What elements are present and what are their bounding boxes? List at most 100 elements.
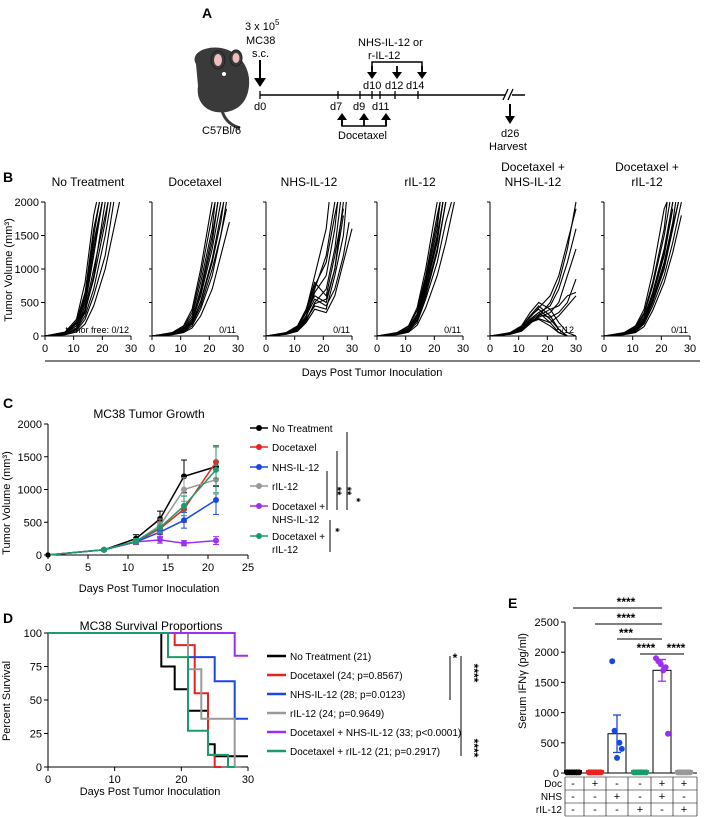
ifn-treatment-cell: + bbox=[592, 778, 598, 790]
tumor-curve bbox=[265, 201, 336, 337]
ifn-data-point bbox=[662, 664, 669, 671]
growth-legend-swatch-dot bbox=[256, 533, 262, 539]
timeline-ticks bbox=[259, 91, 419, 99]
tumor-curve bbox=[265, 201, 330, 337]
tumor-curve bbox=[265, 215, 344, 337]
spaghetti-y-tick-label: 0 bbox=[33, 331, 39, 343]
survival-curve-2 bbox=[48, 632, 222, 768]
growth-legend-label: rIL-12 bbox=[272, 545, 299, 556]
spaghetti-x-tick-label: 20 bbox=[655, 343, 667, 355]
growth-series-4 bbox=[45, 464, 219, 558]
growth-legend-swatch-dot bbox=[256, 425, 262, 431]
treatment-label-line2: r-IL-12 bbox=[368, 50, 400, 62]
spaghetti-title-line1: Docetaxel + bbox=[501, 160, 565, 174]
spaghetti-title-line2: NHS-IL-12 bbox=[505, 175, 562, 189]
spaghetti-y-tick-label: 2000 bbox=[15, 197, 39, 209]
spaghetti-panel-3: NHS-IL-12 0 10 20 30 0/11 bbox=[263, 175, 358, 355]
ifn-treatment-row-label: NHS bbox=[541, 792, 562, 803]
survival-legend-label: rIL-12 (24; p=0.9649) bbox=[290, 709, 384, 720]
spaghetti-x-tick-label: 30 bbox=[346, 343, 358, 355]
tumor-curve bbox=[44, 201, 121, 337]
growth-series-2 bbox=[45, 445, 219, 558]
tumor-curve bbox=[44, 201, 101, 337]
spaghetti-x-tick-label: 20 bbox=[96, 343, 108, 355]
treatment-arrows bbox=[367, 66, 427, 79]
spaghetti-title-line2: rIL-12 bbox=[631, 175, 663, 189]
growth-chart: 0 500 1000 1500 2000 0 5 10 15 20 25 bbox=[18, 419, 255, 574]
ifn-treatment-cell: - bbox=[638, 778, 642, 790]
panel-d: D MC38 Survival Proportions Percent Surv… bbox=[1, 610, 481, 798]
harvest-arrowhead bbox=[505, 116, 515, 124]
spaghetti-title: Docetaxel bbox=[168, 175, 221, 189]
growth-chart-title: MC38 Tumor Growth bbox=[93, 407, 204, 421]
ifn-data-point bbox=[643, 769, 649, 776]
survival-legend: No Treatment (21) Docetaxel (24; p=0.8567… bbox=[267, 651, 481, 758]
growth-legend-label: Docetaxel bbox=[272, 443, 316, 454]
ifn-treatment-cell: - bbox=[571, 804, 575, 816]
spaghetti-panel-4: rIL-12 0 10 20 30 0/11 bbox=[374, 175, 469, 355]
survival-x-tick-label: 10 bbox=[109, 774, 121, 786]
tumor-curve bbox=[151, 201, 219, 337]
survival-significance-stars: **** bbox=[467, 664, 481, 683]
spaghetti-x-tick-label: 20 bbox=[317, 343, 329, 355]
survival-curve-1 bbox=[48, 632, 248, 758]
panel-label-b: B bbox=[3, 169, 13, 185]
growth-significance-stars: * bbox=[329, 528, 341, 533]
growth-point bbox=[181, 540, 187, 547]
ifn-data-point bbox=[665, 730, 671, 737]
growth-point bbox=[213, 537, 219, 544]
growth-legend-swatch-dot bbox=[256, 503, 262, 509]
survival-y-tick-label: 50 bbox=[30, 695, 42, 707]
ifn-y-tick-label: 1500 bbox=[535, 677, 559, 689]
growth-point bbox=[133, 538, 139, 545]
growth-series-1 bbox=[45, 446, 219, 558]
growth-y-tick-label: 1000 bbox=[18, 485, 42, 497]
treatment-arrowhead-3 bbox=[417, 72, 427, 79]
growth-line bbox=[47, 469, 217, 556]
spaghetti-y-tick-label: 1000 bbox=[15, 264, 39, 276]
inoculation-cell-line: MC38 bbox=[246, 35, 275, 47]
survival-chart-title: MC38 Survival Proportions bbox=[80, 619, 223, 633]
growth-legend-swatch-dot bbox=[256, 483, 262, 489]
growth-line bbox=[47, 461, 217, 556]
ifn-treatment-row-label: Doc bbox=[544, 779, 562, 790]
growth-y-tick-label: 1500 bbox=[18, 452, 42, 464]
spaghetti-y-axis-label: Tumor Volume (mm³) bbox=[3, 218, 15, 322]
docetaxel-arrowhead-2 bbox=[359, 113, 369, 120]
tumor-curve bbox=[603, 201, 680, 337]
ifn-treatment-cell: + bbox=[681, 804, 687, 816]
growth-y-tick-label: 2000 bbox=[18, 419, 42, 431]
ifn-treatment-cell: + bbox=[637, 804, 643, 816]
panel-b: B Tumor Volume (mm³) No Treatment0500100… bbox=[3, 160, 700, 379]
tumor-free-note: 0/11 bbox=[444, 325, 461, 335]
survival-significance-stars: **** bbox=[467, 739, 481, 758]
tumor-curve bbox=[44, 201, 103, 337]
ifn-treatment-cell: - bbox=[615, 778, 619, 790]
ifn-treatment-cell: - bbox=[571, 778, 575, 790]
day-label-d12: d12 bbox=[385, 80, 403, 92]
survival-y-tick-label: 100 bbox=[24, 628, 42, 640]
spaghetti-x-tick-label: 10 bbox=[68, 343, 80, 355]
spaghetti-x-tick-label: 30 bbox=[232, 343, 244, 355]
survival-significance-stars: * bbox=[453, 651, 458, 665]
spaghetti-title-line1: Docetaxel + bbox=[615, 160, 679, 174]
growth-point bbox=[157, 536, 163, 543]
growth-point bbox=[181, 486, 187, 493]
tumor-free-note: 5/12 bbox=[556, 325, 574, 335]
growth-line bbox=[47, 478, 217, 556]
panel-a: A C57Bl/6 3 x 105 MC38 s.c. d0 d7 d9 d11… bbox=[194, 5, 527, 153]
ifn-y-tick-label: 1000 bbox=[535, 708, 559, 720]
growth-series-6 bbox=[45, 446, 219, 558]
growth-legend-label: Docetaxel + bbox=[272, 502, 325, 513]
tumor-curve bbox=[265, 201, 339, 337]
survival-y-tick-label: 25 bbox=[30, 729, 42, 741]
spaghetti-panel-5: Docetaxel +NHS-IL-12 0 10 20 30 5/12 bbox=[487, 160, 582, 355]
ifn-treatment-cell: - bbox=[615, 804, 619, 816]
spaghetti-panel-1: No Treatment 0 500 1000 1500 2000 0 10 20 30 tumor… bbox=[15, 175, 138, 355]
growth-x-tick-label: 10 bbox=[122, 562, 134, 574]
growth-y-axis-label: Tumor Volume (mm³) bbox=[1, 451, 13, 555]
ifn-bar-5 bbox=[652, 669, 672, 774]
panel-label-a: A bbox=[202, 5, 212, 21]
survival-chart: 0 25 50 75 100 0 10 20 30 bbox=[24, 628, 254, 786]
ifn-significance-stars: *** bbox=[619, 626, 633, 640]
